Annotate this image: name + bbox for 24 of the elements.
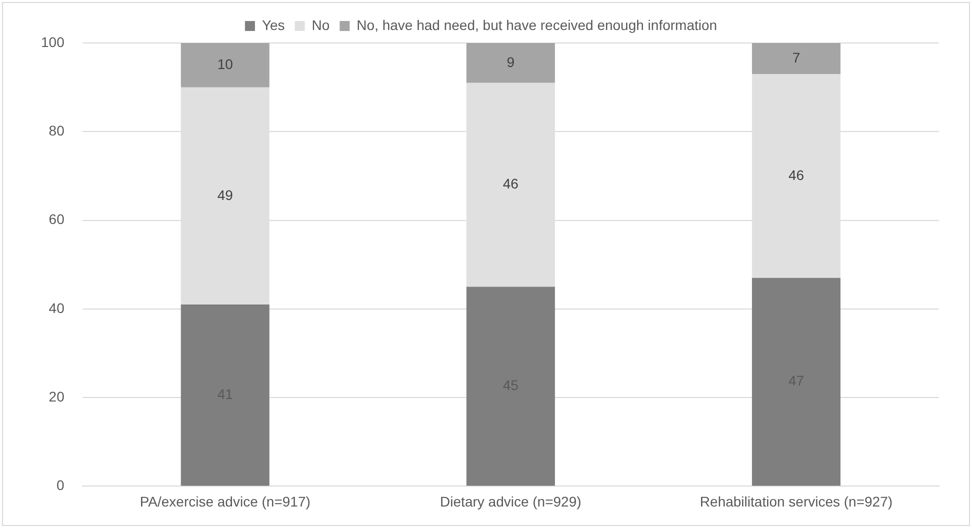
bar	[466, 43, 555, 83]
y-tick-label: 0	[56, 477, 65, 494]
y-tick-label: 100	[41, 34, 65, 50]
bar	[180, 304, 270, 486]
x-tick-label: Dietary advice (n=929)	[440, 493, 582, 510]
y-tick-label: 60	[48, 211, 65, 228]
legend-label: Yes	[262, 16, 285, 33]
bar	[752, 278, 840, 486]
data-label: 9	[506, 54, 515, 70]
legend-label: No, have had need, but have received enough information	[356, 16, 718, 33]
legend-label: No	[312, 16, 330, 33]
data-label: 46	[502, 176, 519, 192]
data-label: 49	[217, 186, 234, 203]
y-tick-label: 40	[48, 300, 65, 316]
data-label: 46	[788, 166, 804, 183]
x-tick-label: PA/exercise advice (n=917)	[140, 493, 310, 510]
bar	[752, 43, 840, 74]
data-label: 7	[792, 49, 800, 66]
y-tick-label: 20	[48, 388, 65, 404]
x-tick-label: Rehabilitation services (n=927)	[700, 493, 893, 510]
bar	[466, 286, 555, 486]
data-label: 10	[217, 56, 234, 72]
y-tick-label: 80	[48, 122, 65, 138]
bar	[180, 43, 270, 88]
